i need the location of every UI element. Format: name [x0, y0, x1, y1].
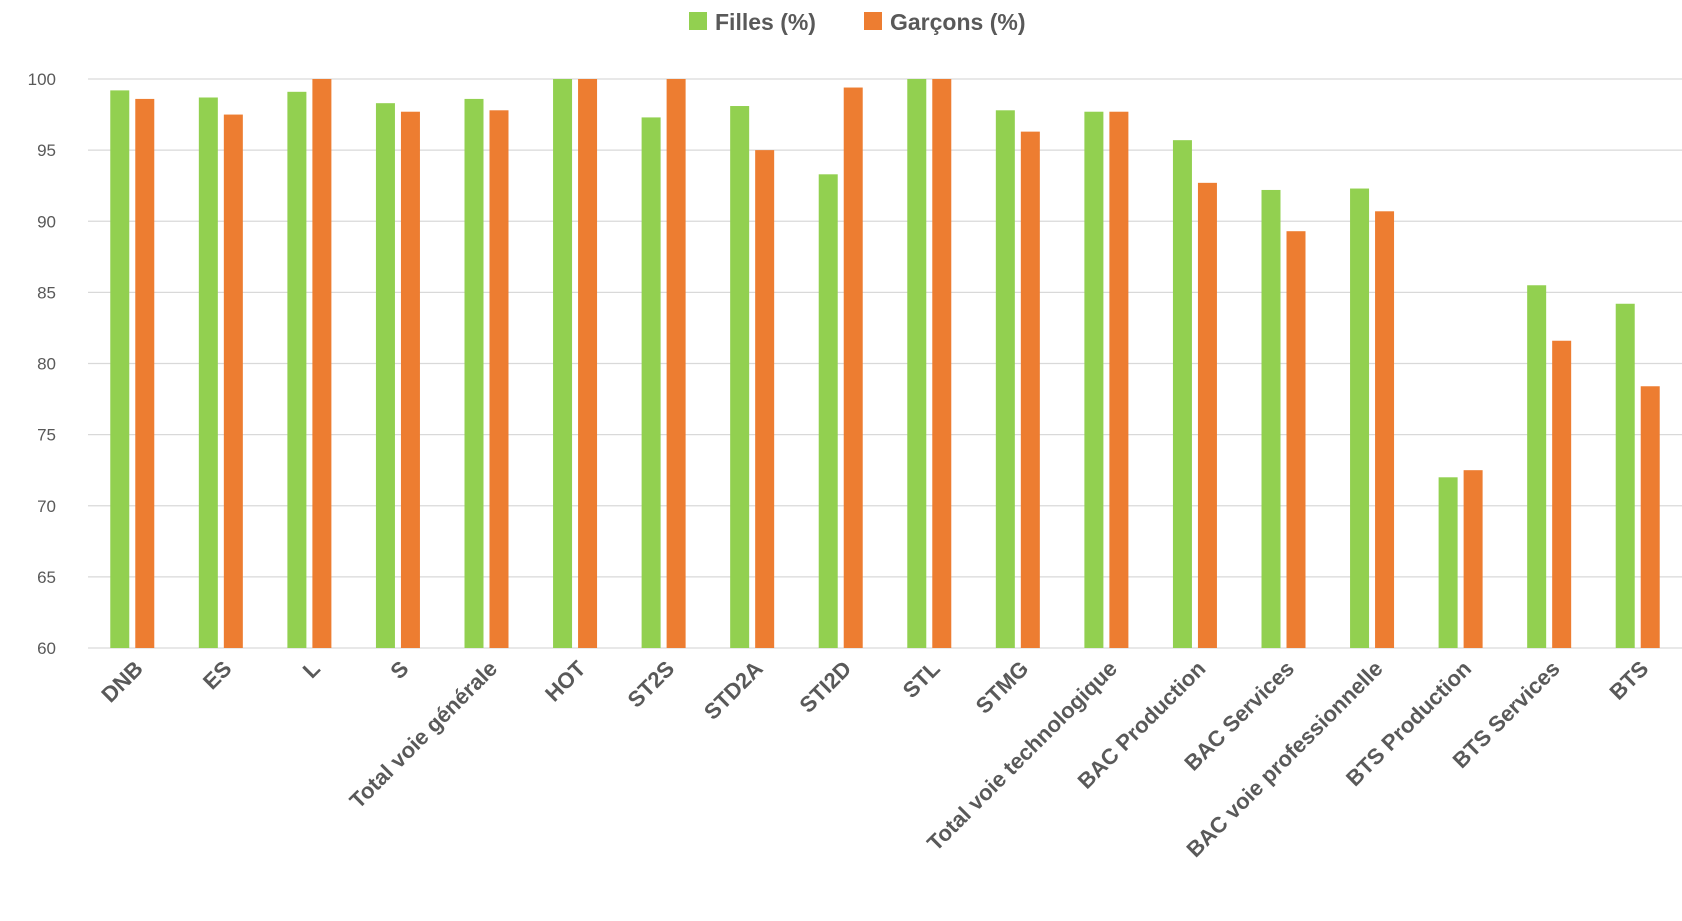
bars [110, 79, 1660, 649]
legend-swatch-garcons [864, 12, 882, 30]
y-tick-label: 100 [28, 70, 56, 89]
bar-garcons-7 [755, 150, 775, 648]
bar-filles-1 [198, 97, 218, 649]
bar-filles-8 [818, 174, 838, 648]
y-tick-label: 65 [37, 568, 56, 587]
bar-filles-11 [1084, 111, 1104, 648]
x-category-label: DNB [96, 656, 147, 707]
bar-filles-10 [995, 110, 1015, 649]
x-category-label: STL [898, 656, 945, 703]
bar-filles-12 [1172, 140, 1192, 649]
bar-garcons-3 [400, 111, 420, 648]
x-category-label: STMG [971, 656, 1034, 719]
y-tick-label: 70 [37, 497, 56, 516]
y-tick-label: 75 [37, 426, 56, 445]
bar-garcons-15 [1463, 470, 1483, 648]
bar-garcons-12 [1197, 182, 1217, 648]
legend-label-garcons: Garçons (%) [890, 9, 1025, 35]
x-category-label: Total voie générale [345, 656, 502, 813]
x-category-label: STI2D [794, 656, 856, 718]
bar-filles-2 [287, 91, 307, 649]
bar-filles-4 [464, 98, 484, 649]
x-category-label: S [385, 656, 413, 684]
x-category-label: ST2S [623, 656, 680, 713]
bar-garcons-9 [932, 79, 952, 648]
bar-garcons-10 [1020, 131, 1040, 648]
y-tick-label: 60 [37, 639, 56, 658]
bar-filles-13 [1261, 189, 1281, 648]
bar-filles-3 [375, 103, 395, 649]
x-category-label: STD2A [699, 656, 768, 725]
bar-garcons-0 [135, 98, 155, 649]
bar-filles-14 [1350, 188, 1370, 648]
bar-garcons-17 [1640, 386, 1660, 648]
x-category-label: L [298, 656, 325, 683]
y-tick-label: 95 [37, 141, 56, 160]
bar-filles-15 [1438, 477, 1458, 648]
chart-legend: Filles (%) Garçons (%) [689, 9, 1025, 35]
x-category-label: BTS [1604, 656, 1653, 705]
legend-label-filles: Filles (%) [715, 9, 816, 35]
bar-garcons-8 [843, 87, 863, 648]
bar-filles-7 [730, 106, 750, 649]
y-tick-label: 85 [37, 283, 56, 302]
bar-garcons-6 [666, 79, 686, 648]
bar-filles-6 [641, 117, 661, 649]
bar-filles-5 [553, 79, 573, 648]
y-tick-label: 90 [37, 212, 56, 231]
legend-swatch-filles [689, 12, 707, 30]
y-gridlines [88, 78, 1682, 649]
bar-garcons-13 [1286, 231, 1306, 648]
y-tick-label: 80 [37, 355, 56, 374]
bar-garcons-4 [489, 110, 509, 649]
x-category-label: ES [198, 656, 236, 694]
y-axis-tick-labels: 60 65 70 75 80 85 90 95 100 [28, 70, 56, 658]
bar-garcons-1 [223, 114, 243, 648]
bar-garcons-14 [1375, 211, 1395, 649]
bar-garcons-11 [1109, 111, 1129, 648]
bar-filles-17 [1615, 303, 1635, 648]
bar-garcons-2 [312, 79, 332, 648]
bar-garcons-5 [578, 79, 598, 648]
bar-filles-0 [110, 90, 130, 648]
bar-filles-16 [1527, 285, 1547, 648]
x-category-label: HOT [540, 655, 591, 706]
bar-filles-9 [907, 79, 927, 648]
bar-garcons-16 [1552, 340, 1572, 648]
